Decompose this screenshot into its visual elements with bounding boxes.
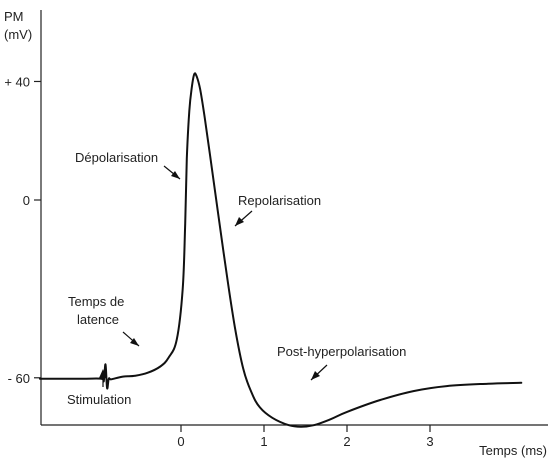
y-axis-title-line1: PM xyxy=(4,9,24,24)
y-axis-title-line2: (mV) xyxy=(4,27,32,42)
annotation-stimulation: Stimulation xyxy=(67,392,131,407)
y-tick-label-2: - 60 xyxy=(8,371,30,386)
annotation-repolarisation: Repolarisation xyxy=(238,193,321,208)
tick-group: 0 1 2 3 + 40 0 - 60 xyxy=(4,74,433,449)
arrow-latence xyxy=(122,331,140,347)
x-tick-label-3: 3 xyxy=(426,434,433,449)
y-tick-label-1: 0 xyxy=(23,193,30,208)
annotation-latence-line2: latence xyxy=(77,312,119,327)
x-tick-label-1: 1 xyxy=(260,434,267,449)
membrane-potential-line xyxy=(38,72,523,428)
annotation-depolarisation: Dépolarisation xyxy=(75,150,158,165)
x-tick-label-2: 2 xyxy=(343,434,350,449)
x-tick-label-0: 0 xyxy=(177,434,184,449)
annotation-latence-line1: Temps de xyxy=(68,294,124,309)
arrow-stimulation xyxy=(99,369,107,387)
y-tick-label-0: + 40 xyxy=(4,74,30,89)
arrow-repolarisation xyxy=(234,210,253,227)
annotation-post-hyperpolarisation: Post-hyperpolarisation xyxy=(277,344,406,359)
arrow-depolarisation xyxy=(163,165,181,180)
arrow-post-hyperpolarisation xyxy=(310,364,328,381)
x-axis-title: Temps (ms) xyxy=(479,443,547,458)
